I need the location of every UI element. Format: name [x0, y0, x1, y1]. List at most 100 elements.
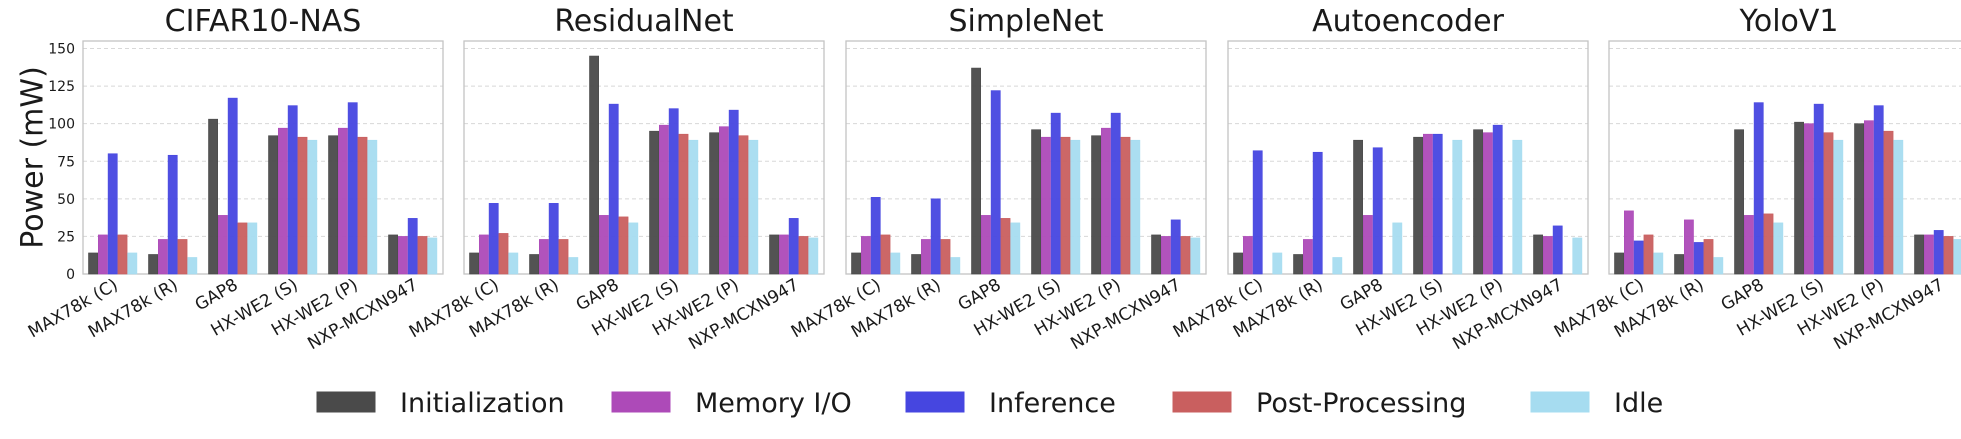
bar-memory-i-o: [337, 127, 348, 275]
bar-memory-i-o: [860, 236, 871, 275]
bar-inference: [1170, 219, 1181, 275]
bar-initialization: [911, 254, 921, 275]
bar-idle: [1392, 222, 1403, 275]
bar-post-processing: [297, 136, 308, 275]
bar-initialization: [1151, 234, 1161, 275]
bar-initialization: [851, 252, 861, 275]
bar-initialization: [208, 118, 218, 275]
bar-inference: [1492, 124, 1503, 275]
bar-idle: [628, 222, 639, 275]
bar-initialization: [1233, 252, 1243, 275]
bar-post-processing: [1763, 213, 1774, 275]
bar-initialization: [328, 135, 338, 275]
bar-memory-i-o: [1363, 215, 1373, 275]
bar-memory-i-o: [1744, 215, 1754, 275]
bar-inference: [1372, 147, 1383, 275]
bar-post-processing: [177, 239, 188, 275]
bar-initialization: [1413, 136, 1423, 275]
bar-memory-i-o: [1041, 136, 1051, 275]
bar-post-processing: [117, 234, 128, 275]
bar-idle: [307, 139, 318, 275]
legend-label: Idle: [1614, 388, 1663, 419]
bar-inference: [227, 97, 238, 275]
y-tick-label: 100: [48, 117, 75, 133]
bar-inference: [1312, 151, 1323, 275]
bar-memory-i-o: [1543, 236, 1553, 275]
bar-memory-i-o: [277, 127, 288, 275]
bar-inference: [167, 154, 178, 275]
bar-memory-i-o: [1303, 239, 1313, 275]
legend-swatch: [1172, 391, 1232, 413]
bar-idle: [367, 139, 378, 275]
bar-inference: [608, 103, 619, 275]
bar-idle: [247, 222, 258, 275]
y-tick-label: 25: [57, 229, 75, 245]
legend-label: Memory I/O: [695, 388, 852, 419]
bar-memory-i-o: [1864, 120, 1874, 275]
bar-idle: [890, 252, 901, 275]
bar-memory-i-o: [1483, 132, 1493, 275]
bar-idle: [808, 237, 819, 275]
y-tick-label: 125: [48, 79, 75, 95]
legend-label: Inference: [989, 388, 1116, 419]
legend-label: Post-Processing: [1256, 388, 1466, 419]
bar-memory-i-o: [158, 239, 168, 275]
bar-memory-i-o: [1804, 123, 1814, 275]
bar-memory-i-o: [1924, 234, 1934, 275]
bar-idle: [1272, 252, 1283, 275]
bar-idle: [1010, 222, 1021, 275]
bar-inference: [668, 108, 679, 275]
bar-idle: [1190, 237, 1201, 275]
bar-inference: [1252, 150, 1263, 275]
y-tick-label: 50: [57, 192, 75, 208]
bar-post-processing: [1703, 239, 1714, 275]
bar-idle: [1953, 239, 1961, 275]
bar-initialization: [971, 67, 981, 275]
bar-post-processing: [1643, 234, 1654, 275]
bar-memory-i-o: [218, 215, 228, 275]
bar-idle: [1833, 139, 1844, 275]
bar-inference: [1552, 225, 1563, 275]
bar-initialization: [388, 234, 398, 275]
bar-memory-i-o: [1161, 236, 1171, 275]
bar-memory-i-o: [1684, 219, 1694, 275]
bar-post-processing: [417, 236, 428, 275]
bar-idle: [568, 257, 579, 275]
bar-initialization: [649, 130, 659, 275]
legend-swatch: [611, 391, 671, 413]
bar-memory-i-o: [1101, 127, 1111, 275]
bar-memory-i-o: [1423, 133, 1433, 275]
bar-post-processing: [738, 135, 749, 275]
bar-initialization: [1091, 135, 1101, 275]
bar-inference: [548, 203, 559, 275]
bar-idle: [1452, 139, 1463, 275]
bar-initialization: [1031, 129, 1041, 275]
bar-initialization: [589, 55, 599, 275]
bar-memory-i-o: [538, 239, 549, 275]
bar-initialization: [1533, 234, 1543, 275]
bar-inference: [870, 197, 881, 275]
bar-idle: [1653, 252, 1664, 275]
bar-memory-i-o: [718, 126, 729, 275]
bar-post-processing: [880, 234, 891, 275]
bar-memory-i-o: [478, 234, 489, 275]
bar-memory-i-o: [1243, 236, 1253, 275]
bar-memory-i-o: [920, 239, 931, 275]
panel-title: YoloV1: [1739, 4, 1839, 39]
legend-swatch: [316, 391, 376, 413]
bar-memory-i-o: [598, 215, 609, 275]
bar-initialization: [148, 254, 158, 275]
panel-title: SimpleNet: [948, 4, 1103, 39]
bar-memory-i-o: [1624, 210, 1634, 275]
bar-inference: [1110, 112, 1121, 275]
bar-inference: [107, 153, 118, 275]
bar-idle: [950, 257, 961, 275]
bar-idle: [1130, 139, 1141, 275]
panel-frame: [1227, 40, 1589, 275]
bar-idle: [508, 252, 519, 275]
bar-post-processing: [798, 236, 809, 275]
